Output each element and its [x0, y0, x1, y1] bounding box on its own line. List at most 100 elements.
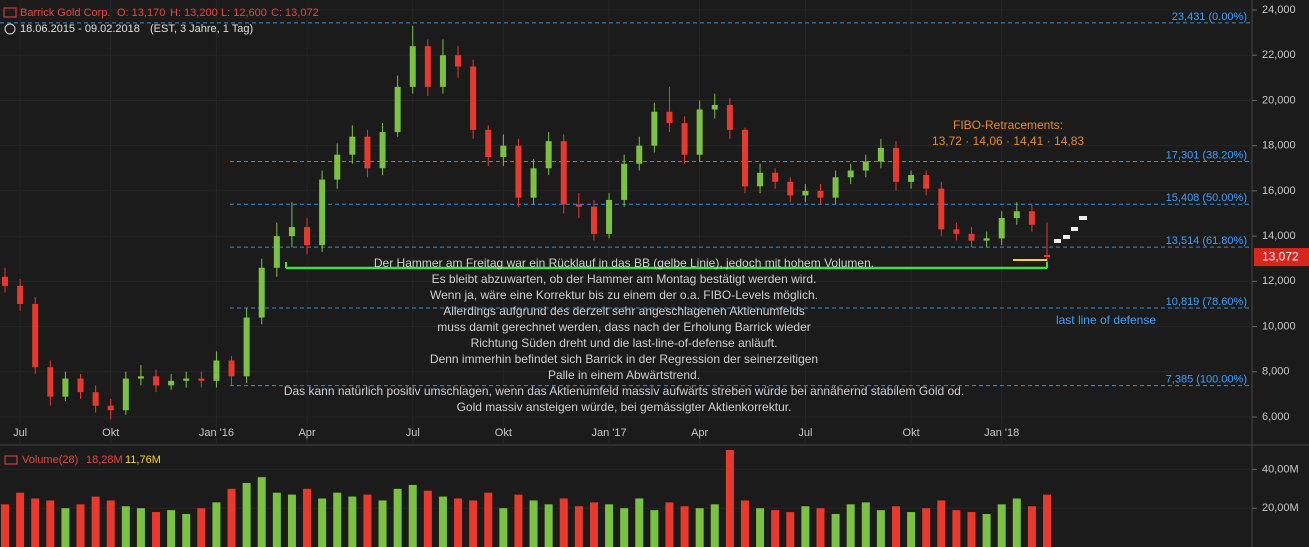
volume-bar [212, 502, 221, 547]
candle-body [304, 227, 311, 246]
candle-body [817, 190, 824, 198]
candle-body [107, 405, 114, 411]
comment-line: Das kann natürlich positiv umschlagen, w… [284, 384, 964, 398]
candle-body [636, 145, 643, 164]
candle-body [757, 172, 764, 187]
volume-bar [891, 506, 900, 547]
volume-bar [725, 450, 734, 547]
volume-bar [182, 514, 191, 547]
volume-bar [1, 504, 9, 547]
x-tick-label: Okt [102, 427, 119, 439]
volume-bar [846, 504, 855, 547]
candle-body [908, 175, 915, 182]
ohlc-close: C: 13,072 [271, 7, 319, 19]
y-tick-label: 8,000 [1262, 366, 1290, 378]
fibo-title: FIBO-Retracements: [953, 118, 1063, 132]
candle-body [545, 141, 552, 169]
volume-bar [680, 506, 689, 547]
comment-line: Allerdings aufgrund des derzeit sehr ang… [443, 304, 805, 318]
symbol-name: Barrick Gold Corp. [20, 7, 110, 19]
candle-body [394, 86, 401, 133]
candle-body [485, 129, 492, 157]
volume-bar [710, 504, 719, 547]
volume-bar [756, 508, 765, 547]
candle-body [424, 46, 431, 87]
candle-body [62, 378, 69, 397]
candle-body [938, 188, 945, 230]
candle-body [711, 104, 718, 110]
volume-bar [423, 490, 432, 547]
volume-bar [514, 494, 523, 547]
volume-bar [650, 510, 659, 547]
ohlc-high: H: 13,200 [170, 7, 218, 19]
volume-bar [272, 492, 281, 547]
volume-bar [348, 496, 357, 547]
candle-body [892, 147, 899, 182]
volume-bar [1012, 498, 1021, 547]
x-tick-label: Okt [495, 427, 512, 439]
comment-line: muss damit gerechnet werden, dass nach d… [437, 320, 811, 334]
candle-body [847, 170, 854, 178]
volume-icon [4, 455, 18, 465]
volume-bar [876, 510, 885, 547]
candle-body [137, 376, 144, 379]
volume-bar [831, 514, 840, 547]
volume-bar [1043, 494, 1051, 547]
volume-bar [589, 502, 598, 547]
y-tick-label: 22,000 [1262, 49, 1296, 61]
candle-body [621, 163, 628, 200]
fib-label: 7,385 (100.00%) [1166, 374, 1247, 386]
y-tick-label: 14,000 [1262, 230, 1296, 242]
volume-bar [408, 484, 417, 547]
volume-bar [167, 510, 176, 547]
x-tick-label: Apr [691, 427, 708, 439]
candle-body [877, 147, 884, 162]
candle-body [47, 367, 54, 397]
marks [1, 25, 1051, 547]
date-range: 18.06.2015 - 09.02.2018 [20, 23, 140, 35]
volume-bar [287, 494, 296, 547]
fib-label: 10,819 (78.60%) [1166, 296, 1247, 308]
candle-body [1028, 211, 1035, 225]
last-price-label: 13,072 [1262, 249, 1299, 263]
volume-bar [227, 488, 236, 547]
x-tick-label: Okt [903, 427, 920, 439]
y-tick-label: 40,00M [1262, 463, 1299, 475]
candle-body [500, 145, 507, 157]
volume-bar [484, 492, 493, 547]
x-tick-label: Jul [406, 427, 420, 439]
candle-body [213, 360, 220, 381]
volume-bar [76, 504, 85, 547]
candle-body [1044, 254, 1050, 258]
candle-body [651, 111, 658, 146]
candle-body [243, 317, 250, 377]
volume-bar [952, 510, 961, 547]
candle-body [983, 238, 990, 241]
comment-line: Wenn ja, wäre eine Korrektur bis zu eine… [430, 288, 818, 302]
volume-bar [91, 496, 100, 547]
candle-body [832, 177, 839, 198]
volume-bar [303, 488, 312, 547]
candle-body [288, 227, 295, 237]
candle-body [1013, 211, 1020, 219]
volume-bar [257, 477, 266, 547]
candle-body [153, 376, 160, 386]
defense-label: last line of defense [1056, 313, 1156, 327]
volume-bar [197, 508, 206, 547]
volume-bar [242, 482, 251, 547]
volume-bar [635, 498, 644, 547]
candle-body [379, 132, 386, 169]
y-tick-label: 20,000 [1262, 94, 1296, 106]
ohlc-low: L: 12,600 [221, 7, 267, 19]
candle-body [726, 104, 733, 130]
x-tick-label: Jul [13, 427, 27, 439]
volume-bar [106, 500, 115, 547]
volume-bar [16, 492, 25, 547]
y-tick-label: 18,000 [1262, 140, 1296, 152]
comment-line: Richtung Süden dreht und die last-line-o… [471, 336, 778, 350]
candle-body [319, 179, 326, 246]
x-tick-label: Jul [798, 427, 812, 439]
y-tick-label: 12,000 [1262, 275, 1296, 287]
y-tick-label: 6,000 [1262, 411, 1290, 423]
